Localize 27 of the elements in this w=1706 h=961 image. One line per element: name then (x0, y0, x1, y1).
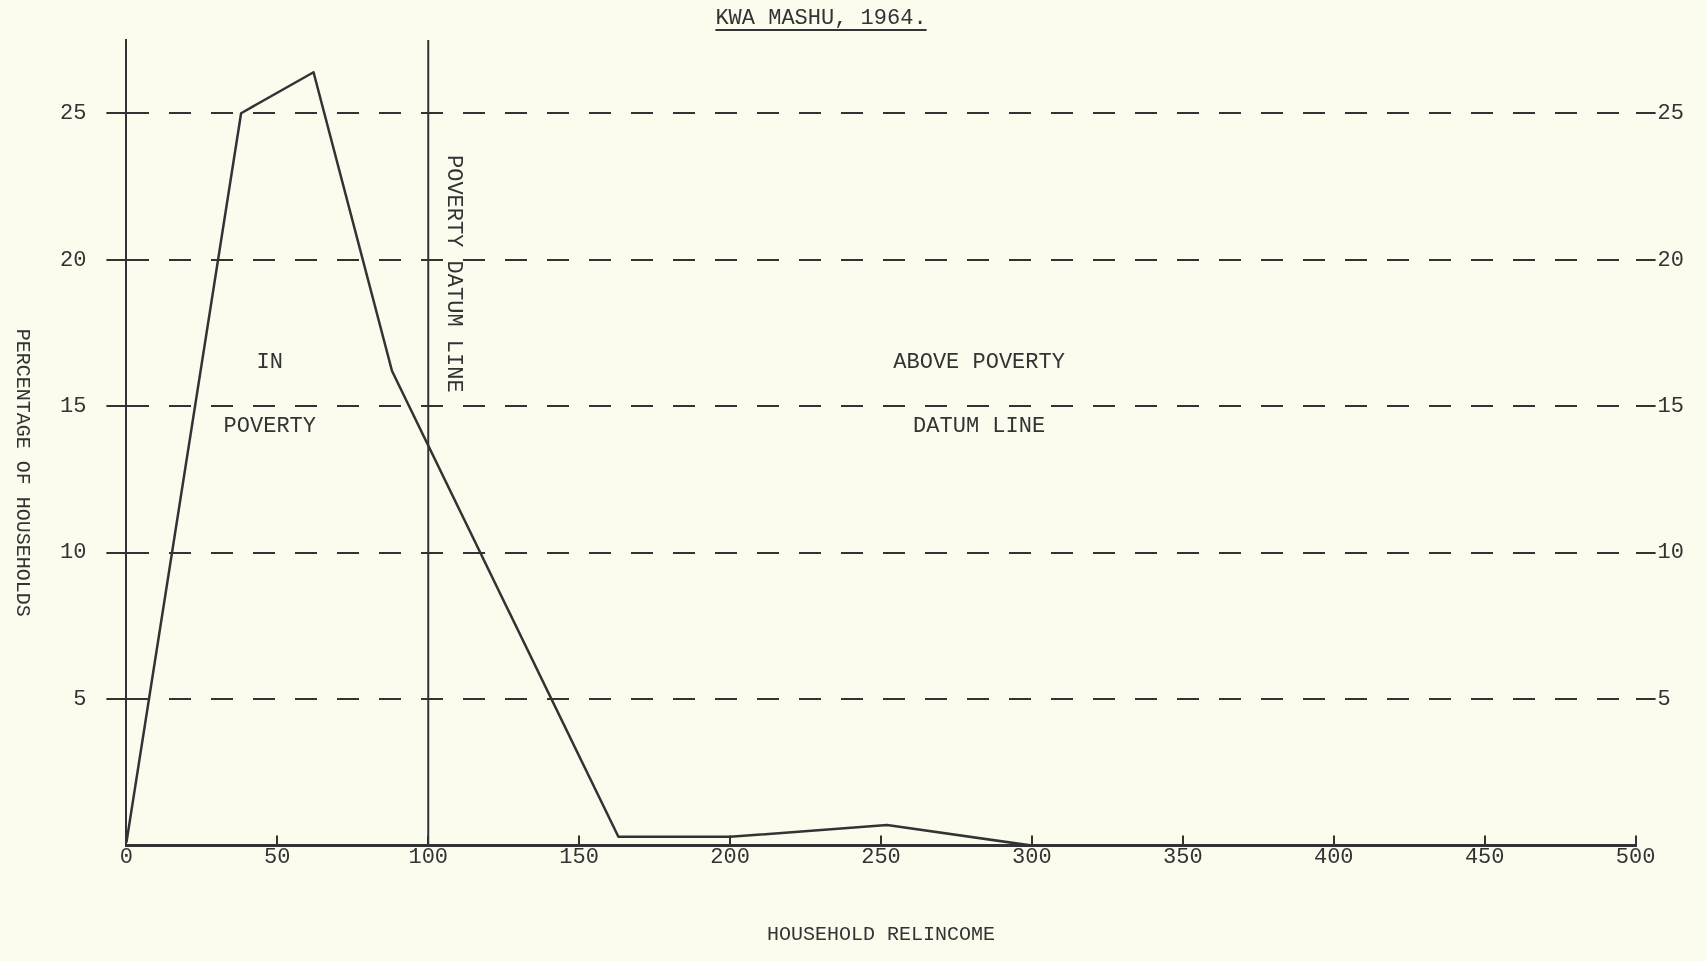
y2-tick-label: 15 (1657, 394, 1684, 420)
x-tick-label: 400 (1313, 844, 1354, 870)
x-tick-label: 150 (559, 844, 599, 870)
y-tick-label: 5 (73, 686, 87, 712)
x-axis-title: HOUSEHOLD RELINCOME (766, 923, 996, 947)
ref-line-label: POVERTY DATUM LINE (441, 155, 467, 393)
x-tick-label: 500 (1615, 844, 1656, 870)
text: IN POVERTY (223, 350, 316, 440)
y2-tick-label: 20 (1657, 247, 1684, 273)
x-tick-label: 100 (408, 844, 449, 870)
y2-tick-label: 25 (1657, 101, 1684, 127)
y2-tick-label: 10 (1657, 540, 1684, 566)
y-tick-label: 25 (60, 101, 87, 127)
x-tick-label: 350 (1163, 844, 1203, 870)
text: ABOVE POVERTY DATUM LINE (893, 350, 1065, 440)
y-axis-title: PERCENTAGE OF HOUSEHOLDS (10, 328, 34, 617)
y-tick-label: 15 (60, 394, 87, 420)
y-tick-label: 10 (60, 540, 87, 566)
x-tick-label: 450 (1464, 844, 1505, 870)
y-tick-label: 20 (60, 247, 87, 273)
x-tick-label: 250 (861, 844, 901, 870)
x-tick-label: 0 (119, 844, 134, 870)
x-tick-label: 50 (264, 844, 291, 870)
y2-tick-label: 5 (1657, 686, 1671, 712)
chart-title: KWA MASHU, 1964. (715, 6, 927, 31)
x-tick-label: 300 (1012, 844, 1052, 870)
x-tick-label: 200 (710, 844, 750, 870)
